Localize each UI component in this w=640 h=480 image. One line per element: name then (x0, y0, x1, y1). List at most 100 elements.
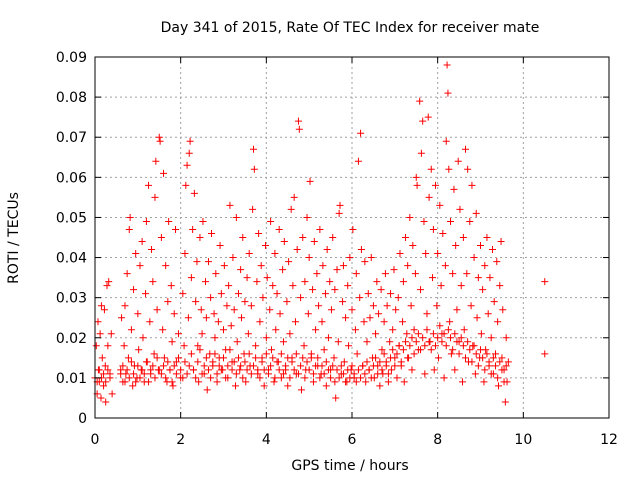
data-point (142, 358, 150, 366)
data-point (275, 366, 283, 374)
data-point (270, 378, 278, 386)
data-point (352, 270, 360, 278)
data-point (305, 254, 313, 262)
data-point (97, 302, 105, 310)
data-point (213, 370, 221, 378)
x-tick-label: 8 (433, 432, 442, 448)
data-point (198, 330, 206, 338)
data-point (127, 326, 135, 334)
data-point (129, 382, 137, 390)
data-point (351, 326, 359, 334)
data-point (210, 310, 218, 318)
data-point (480, 378, 488, 386)
data-point (186, 137, 194, 145)
data-point (220, 354, 227, 362)
data-point (247, 370, 255, 378)
data-point (127, 358, 135, 366)
data-point (220, 262, 228, 270)
data-point (297, 386, 305, 394)
data-point (470, 254, 478, 262)
data-point (297, 362, 305, 370)
data-point (444, 326, 452, 334)
data-point (94, 318, 102, 326)
data-point (299, 354, 307, 362)
data-point (183, 161, 191, 169)
data-point (207, 294, 215, 302)
data-point (105, 278, 113, 286)
data-point (252, 354, 260, 362)
data-point (456, 205, 464, 213)
data-point (441, 262, 449, 270)
x-tick-label: 10 (514, 432, 532, 448)
data-point (142, 217, 150, 225)
data-point (413, 181, 421, 189)
data-point (387, 354, 395, 362)
data-point (295, 125, 303, 133)
data-point (307, 350, 315, 358)
data-point (277, 350, 285, 358)
data-point (366, 314, 374, 322)
data-point (136, 262, 144, 270)
data-point (424, 113, 432, 121)
data-point (369, 362, 377, 370)
data-point (488, 246, 496, 254)
data-point (449, 270, 457, 278)
data-point (452, 242, 460, 250)
data-point (260, 382, 268, 390)
data-point (261, 242, 269, 250)
data-point (322, 358, 330, 366)
data-point (336, 201, 344, 209)
data-point (232, 213, 240, 221)
data-point (315, 302, 323, 310)
data-point (162, 262, 170, 270)
data-point (203, 386, 211, 394)
data-point (454, 157, 462, 165)
data-point (491, 362, 499, 370)
data-point (223, 302, 231, 310)
data-point (187, 350, 195, 358)
data-point (230, 358, 238, 366)
data-point (241, 298, 249, 306)
data-point (123, 366, 131, 374)
data-point (541, 278, 549, 286)
data-point (211, 334, 219, 342)
data-point (339, 370, 347, 378)
data-point (196, 346, 204, 354)
data-point (304, 310, 312, 318)
data-point (169, 382, 177, 390)
data-point (145, 378, 153, 386)
data-point (374, 370, 382, 378)
data-points (91, 61, 549, 406)
data-point (423, 310, 431, 318)
data-point (421, 370, 429, 378)
data-point (181, 250, 189, 258)
data-point (440, 374, 448, 382)
data-point (215, 362, 223, 370)
data-point (299, 234, 307, 241)
data-point (232, 370, 240, 378)
data-point (126, 213, 134, 221)
data-point (393, 350, 401, 358)
data-point (402, 234, 410, 241)
data-point (164, 298, 172, 306)
x-axis-label: GPS time / hours (291, 458, 408, 474)
data-point (234, 290, 242, 298)
data-point (172, 225, 180, 233)
data-point (303, 213, 311, 221)
data-point (387, 366, 395, 374)
data-point (199, 217, 207, 225)
data-point (205, 366, 213, 374)
data-point (272, 326, 280, 334)
data-point (392, 306, 400, 314)
data-point (150, 350, 158, 358)
data-point (231, 382, 239, 390)
data-point (181, 358, 189, 366)
data-point (367, 374, 375, 382)
data-point (125, 374, 133, 382)
y-tick-label: 0.08 (56, 90, 87, 106)
data-point (471, 370, 479, 378)
data-point (481, 262, 489, 270)
data-point (417, 346, 425, 354)
data-point (383, 302, 391, 310)
data-point (412, 173, 420, 181)
